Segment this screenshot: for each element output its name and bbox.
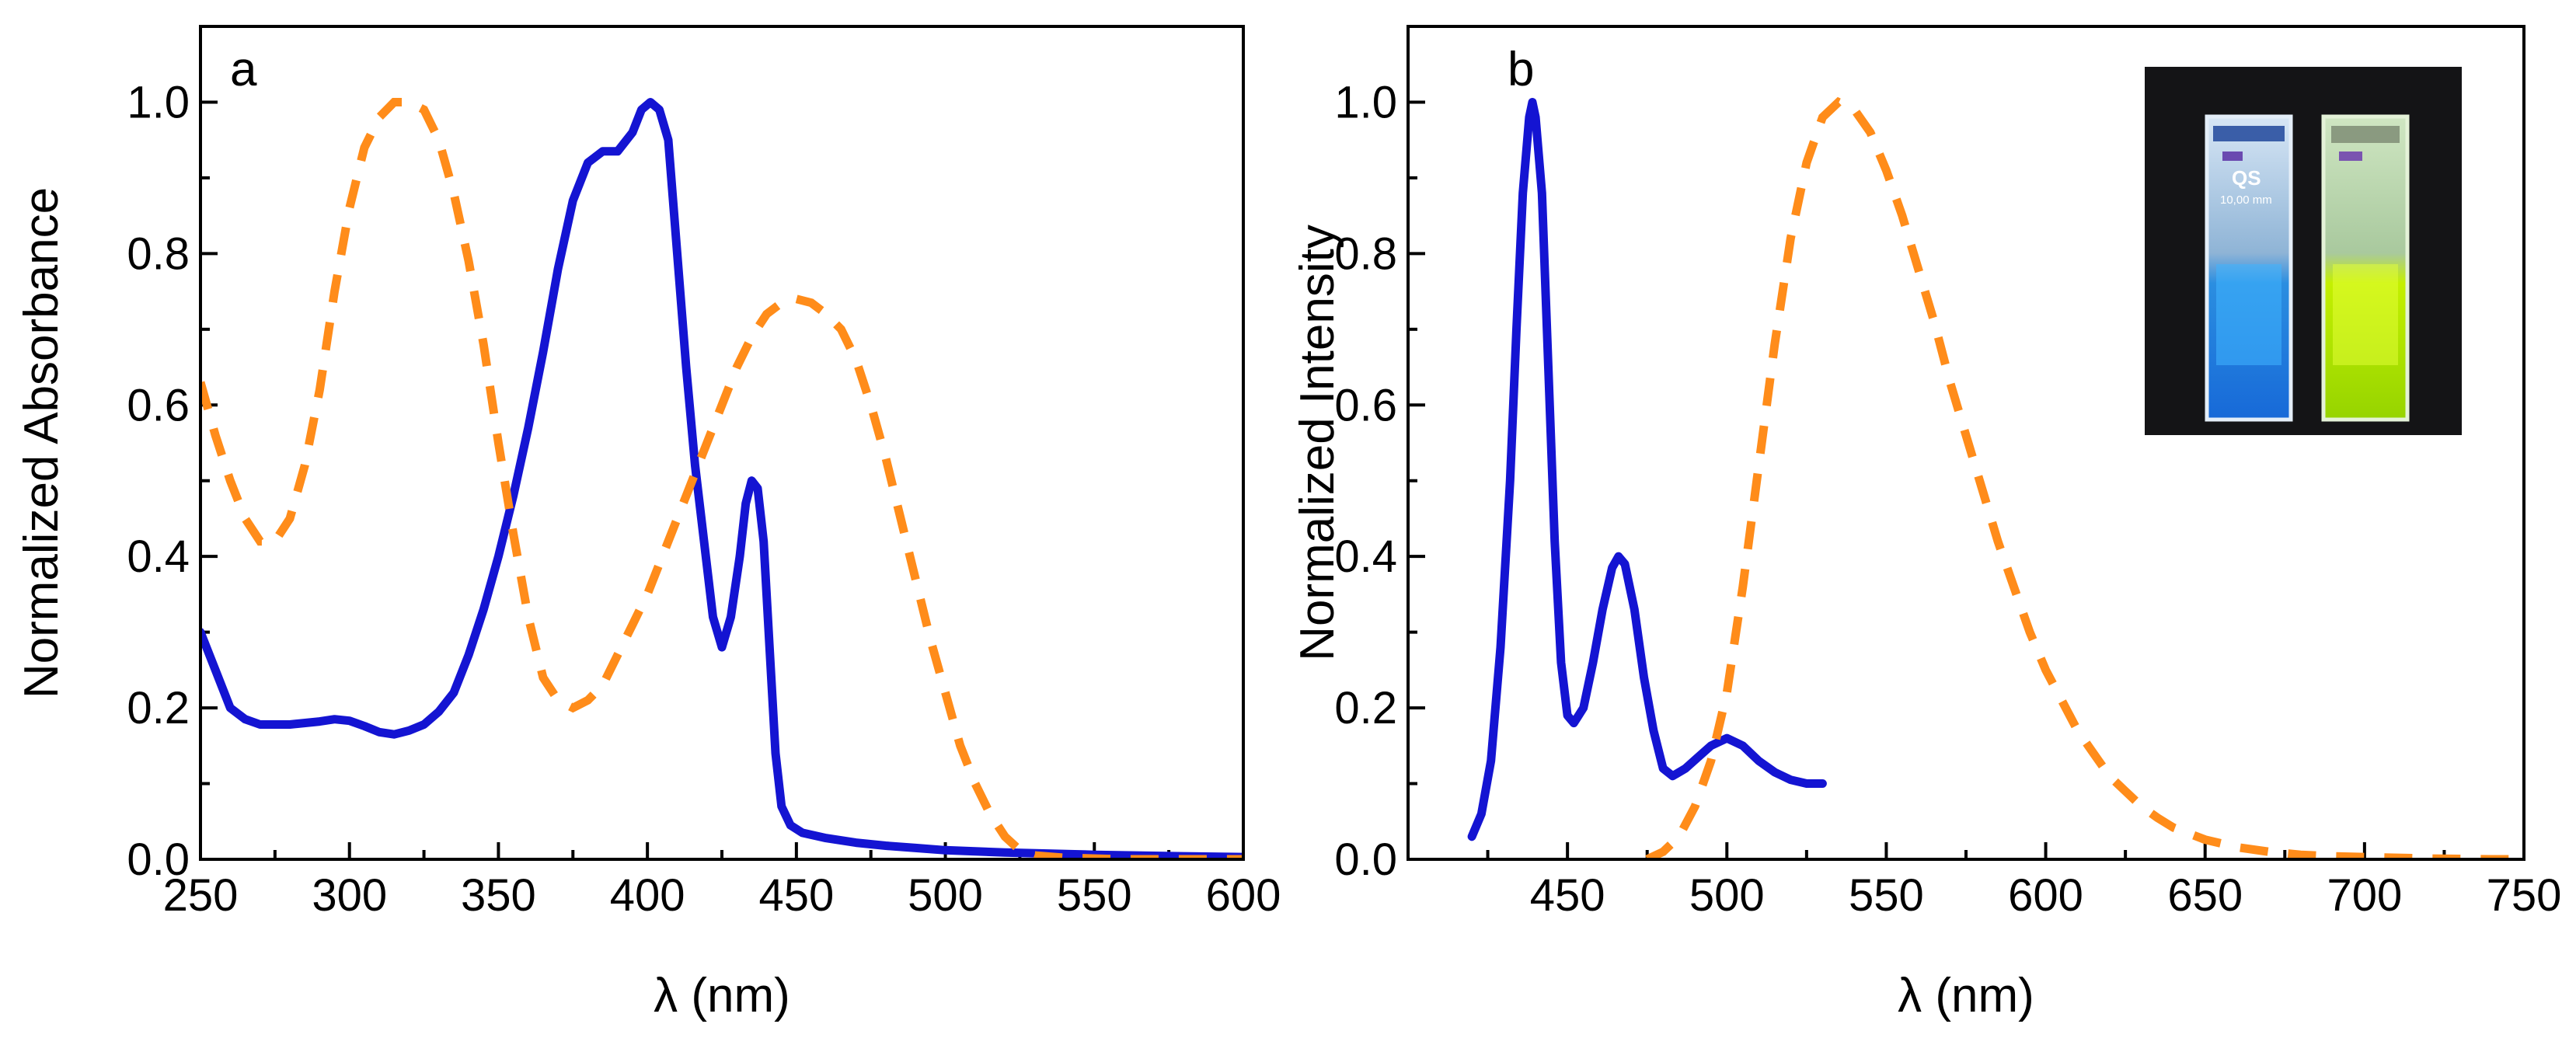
panel-a-x-tick-label: 500 bbox=[908, 870, 983, 921]
panel-a-y-tick-label: 0.8 bbox=[127, 228, 190, 279]
panel-b-x-tick-label: 550 bbox=[1849, 870, 1924, 921]
inset-cuvette-photo: QS 10,00 mm bbox=[2145, 67, 2462, 435]
cuvette-label: QS bbox=[2232, 166, 2261, 190]
inset-background bbox=[2145, 67, 2462, 435]
panel-b-x-axis-title: λ (nm) bbox=[1898, 969, 2034, 1022]
panel-a-y-tick-label: 0.0 bbox=[127, 834, 190, 885]
panel-a-solid-series bbox=[200, 98, 1243, 859]
panel-a-series bbox=[200, 98, 1243, 859]
panel-b-dashed-series bbox=[1645, 96, 2524, 859]
panel-a-x-tick-label: 350 bbox=[461, 870, 536, 921]
panel-a-x-tick-label: 250 bbox=[163, 870, 239, 921]
panel-b-series bbox=[1467, 96, 2524, 859]
panel-b-y-tick-label: 0.0 bbox=[1334, 834, 1397, 885]
cuvette-path-length: 10,00 mm bbox=[2220, 193, 2272, 207]
panel-a-x-tick-label: 600 bbox=[1206, 870, 1281, 921]
panel-a-y-tick-label: 0.4 bbox=[127, 531, 190, 582]
panel-b-y-tick-label: 0.8 bbox=[1334, 228, 1397, 279]
panel-b-y-tick-label: 1.0 bbox=[1334, 77, 1397, 127]
panel-b: 450 500 550 600 650 700 7500.00.20.40.60.81.0 … bbox=[1291, 25, 2561, 1022]
panel-b-x-tick-label: 450 bbox=[1530, 870, 1605, 921]
panel-a-y-tick-label: 1.0 bbox=[127, 77, 190, 127]
panel-a: 250 300 350 400 450 500 550 600 0.0 0.2 0.4 0.6 0.8 1… bbox=[15, 25, 1281, 1022]
panel-b-x-tick-label: 700 bbox=[2327, 870, 2402, 921]
panel-b-solid-series bbox=[1467, 98, 1827, 841]
panel-a-x-tick-label: 550 bbox=[1057, 870, 1132, 921]
panel-a-x-tick-label: 450 bbox=[758, 870, 834, 921]
panel-b-x-tick-label: 500 bbox=[1689, 870, 1765, 921]
panel-b-x-tick-label: 600 bbox=[2008, 870, 2083, 921]
panel-b-y-tick-label: 0.4 bbox=[1334, 531, 1397, 582]
panel-a-y-tick-label: 0.2 bbox=[127, 683, 190, 733]
panel-b-x-tick-label: 650 bbox=[2167, 870, 2243, 921]
panel-b-y-axis-title: Normalized Intensity bbox=[1291, 225, 1344, 661]
green-cuvette bbox=[2321, 114, 2410, 422]
panel-a-x-tick-label: 400 bbox=[610, 870, 685, 921]
panel-a-x-axis-title: λ (nm) bbox=[654, 969, 790, 1022]
panel-a-x-tick-label: 300 bbox=[312, 870, 387, 921]
panel-b-ticks: 450 500 550 600 650 700 750 0.0 0.2 0.4 0.6 0.8 1.0 bbox=[1334, 77, 2561, 921]
panel-a-label: a bbox=[230, 43, 257, 96]
panel-a-ticks: 250 300 350 400 450 500 550 600 0.0 0.2 0.4 0.6 0.8 1… bbox=[127, 77, 1281, 921]
panel-b-label: b bbox=[1508, 43, 1534, 96]
panel-b-y-tick-label: 0.6 bbox=[1334, 380, 1397, 430]
panel-a-y-axis-title: Normalized Absorbance bbox=[15, 187, 68, 698]
panel-a-frame bbox=[199, 25, 1245, 861]
panel-b-frame bbox=[1407, 25, 2525, 861]
blue-cuvette: QS 10,00 mm bbox=[2205, 114, 2293, 422]
panel-b-y-tick-label: 0.2 bbox=[1334, 683, 1397, 733]
panel-b-x-tick-label: 750 bbox=[2487, 870, 2562, 921]
panel-a-y-tick-label: 0.6 bbox=[127, 380, 190, 430]
panel-a-dashed-series bbox=[200, 98, 1243, 859]
